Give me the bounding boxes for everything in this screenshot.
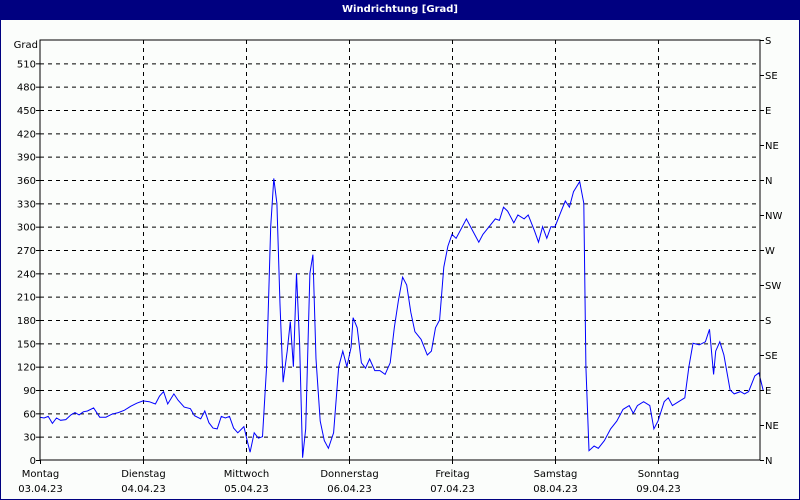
compass-tick-label: W [765, 246, 775, 257]
x-tick-day: Mittwoch [224, 469, 269, 480]
compass-tick-label: NE [765, 421, 779, 432]
y-axis-right-compass: N NE E SE S SW W NW N NE E SE S [760, 36, 782, 467]
x-tick-date: 07.04.23 [430, 484, 475, 495]
x-tick-day: Freitag [435, 469, 469, 480]
compass-tick-label: S [765, 316, 771, 327]
y-tick-label: 480 [17, 83, 36, 94]
y-tick-label: 120 [17, 363, 36, 374]
y-tick-label: 180 [17, 316, 36, 327]
compass-tick-label: E [765, 106, 771, 117]
y-axis-left: 0 30 60 90 120 150 180 210 240 270 300 330 360 390 420… [14, 40, 40, 467]
compass-tick-label: NE [765, 141, 779, 152]
y-tick-label: 420 [17, 129, 36, 140]
y-tick-label: 240 [17, 269, 36, 280]
y-tick-label: 450 [17, 106, 36, 117]
x-tick-day: Dienstag [121, 469, 166, 480]
compass-tick-label: NW [765, 211, 782, 222]
y-tick-label: 510 [17, 59, 36, 70]
compass-tick-label: SE [765, 71, 778, 82]
x-tick-day: Donnerstag [320, 469, 378, 480]
x-tick-date: 04.04.23 [121, 484, 166, 495]
compass-tick-label: SW [765, 281, 781, 292]
y-tick-label: 360 [17, 176, 36, 187]
y-tick-label: 210 [17, 293, 36, 304]
y-tick-label: 300 [17, 223, 36, 234]
compass-tick-label: N [765, 176, 772, 187]
y-axis-title: Grad [14, 40, 38, 51]
compass-tick-label: S [765, 36, 771, 47]
y-tick-label: 0 [30, 456, 36, 467]
x-tick-date: 05.04.23 [224, 484, 269, 495]
y-tick-label: 330 [17, 199, 36, 210]
chart-title: Windrichtung [Grad] [0, 0, 800, 20]
y-tick-label: 60 [23, 409, 36, 420]
compass-tick-label: E [765, 386, 771, 397]
y-tick-label: 30 [23, 433, 36, 444]
wind-direction-line [39, 178, 764, 458]
x-tick-day: Montag [22, 469, 59, 480]
compass-tick-label: N [765, 456, 772, 467]
x-tick-day: Sonntag [638, 469, 680, 480]
y-tick-label: 150 [17, 339, 36, 350]
grid-lines [40, 40, 760, 460]
y-tick-label: 390 [17, 153, 36, 164]
x-tick-date: 09.04.23 [636, 484, 681, 495]
x-tick-date: 08.04.23 [533, 484, 578, 495]
x-tick-day: Samstag [534, 469, 578, 480]
y-tick-label: 270 [17, 246, 36, 257]
y-tick-label: 90 [23, 386, 36, 397]
x-axis: Montag 03.04.23 Dienstag 04.04.23 Mittwoch 05… [18, 460, 681, 495]
x-tick-date: 06.04.23 [327, 484, 372, 495]
x-tick-date: 03.04.23 [18, 484, 63, 495]
compass-tick-label: SE [765, 351, 778, 362]
plot-area-border [39, 39, 761, 461]
